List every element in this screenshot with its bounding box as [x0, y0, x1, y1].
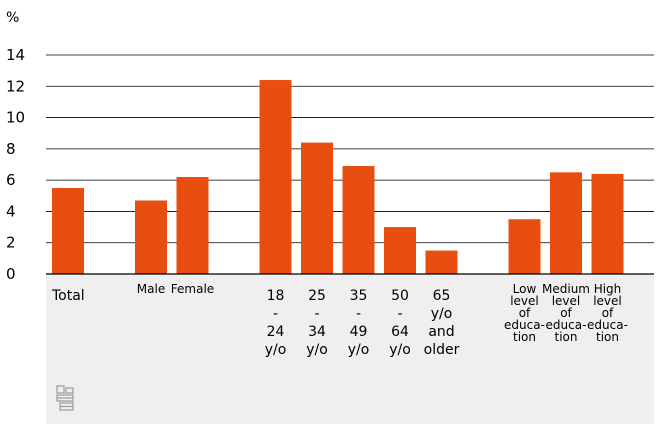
bar	[342, 166, 375, 274]
x-tick-label: educa-	[546, 318, 587, 332]
x-tick-label: of	[602, 306, 614, 320]
x-tick-label: Low	[513, 282, 537, 296]
x-tick-label: educa-	[587, 318, 628, 332]
x-tick-label: level	[552, 294, 581, 308]
x-tick-label: 35	[350, 288, 368, 304]
bar	[425, 250, 458, 274]
x-tick-label: 18	[267, 288, 285, 304]
x-tick-label: -	[314, 306, 319, 322]
y-tick-label: 2	[6, 234, 16, 252]
bar	[591, 173, 624, 274]
x-tick-label: Female	[171, 282, 214, 296]
bar	[508, 219, 541, 274]
x-tick-label: y/o	[389, 342, 411, 358]
x-tick-label: 34	[308, 324, 326, 340]
x-tick-label: 65	[433, 288, 451, 304]
x-tick-label: and	[428, 324, 454, 340]
y-axis-ticks: 0 2 4 6 8 10 12 14	[6, 46, 25, 283]
y-axis-unit: %	[6, 10, 19, 26]
x-tick-label: Medium	[542, 282, 590, 296]
x-tick-label: 25	[308, 288, 326, 304]
x-tick-label: level	[593, 294, 622, 308]
x-tick-label: 24	[267, 324, 285, 340]
y-tick-label: 10	[6, 109, 25, 127]
x-tick-label: of	[560, 306, 572, 320]
bar	[259, 80, 292, 275]
x-tick-label: 64	[391, 324, 409, 340]
x-tick-label: y/o	[348, 342, 370, 358]
bar	[52, 187, 84, 274]
x-tick-label: y/o	[431, 306, 453, 322]
x-tick-label: educa-	[504, 318, 545, 332]
y-tick-label: 4	[6, 202, 16, 220]
y-tick-label: 12	[6, 77, 25, 95]
y-tick-label: 0	[6, 265, 16, 283]
x-axis-labels: Total Male Female 18 - 24 y/o 25 - 34 y/o 35 - 49 y/o 5…	[51, 282, 628, 358]
axis-label-panel	[46, 274, 654, 424]
y-tick-label: 6	[6, 171, 16, 189]
x-tick-label: 49	[350, 324, 368, 340]
x-tick-label: tion	[555, 330, 578, 344]
x-tick-label: tion	[596, 330, 619, 344]
x-tick-label: -	[273, 306, 278, 322]
y-tick-label: 14	[6, 46, 25, 64]
y-tick-label: 8	[6, 140, 16, 158]
x-tick-label: level	[510, 294, 539, 308]
x-tick-label: older	[424, 342, 460, 358]
x-tick-label: Male	[137, 282, 165, 296]
x-tick-label: -	[397, 306, 402, 322]
x-tick-label: y/o	[265, 342, 287, 358]
x-tick-label: 50	[391, 288, 409, 304]
bar	[301, 142, 333, 274]
x-tick-label: of	[519, 306, 531, 320]
bar	[384, 227, 416, 274]
bar	[135, 200, 167, 274]
bar	[176, 177, 209, 274]
x-tick-label: y/o	[306, 342, 328, 358]
x-tick-label: Total	[51, 288, 85, 304]
bar	[550, 172, 582, 274]
bars	[52, 80, 624, 275]
x-tick-label: -	[356, 306, 361, 322]
x-tick-label: tion	[513, 330, 536, 344]
cbs-logo-icon	[56, 385, 74, 411]
x-tick-label: High	[594, 282, 622, 296]
